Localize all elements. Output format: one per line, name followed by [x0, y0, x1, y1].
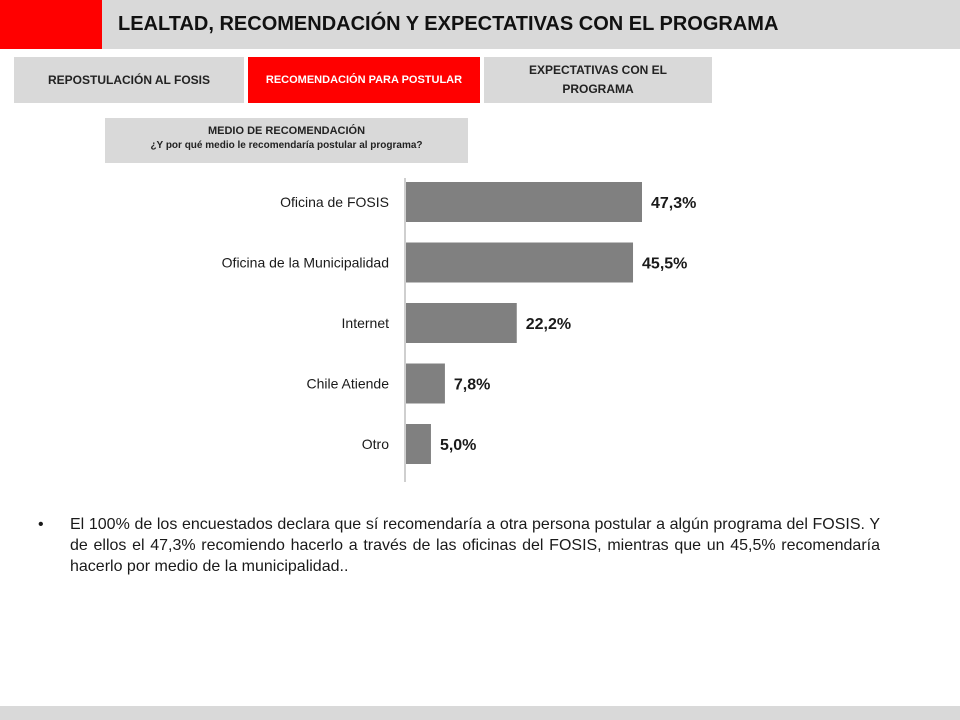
bar-3: [406, 363, 445, 404]
tab-recomendacion-label: RECOMENDACIÓN PARA POSTULAR: [265, 73, 463, 86]
bar-2: [406, 303, 517, 343]
bullet-marker: •: [38, 516, 44, 533]
tab-repostulacion[interactable]: REPOSTULACIÓN AL FOSIS: [14, 57, 244, 103]
header-accent-block: [0, 0, 102, 49]
value-label-0: 47,3%: [651, 195, 696, 212]
tab-expectativas-label: EXPECTATIVAS CON EL PROGRAMA: [528, 63, 667, 96]
section-question: ¿Y por qué medio le recomendaría postula…: [150, 140, 423, 151]
page-title: LEALTAD, RECOMENDACIÓN Y EXPECTATIVAS CO…: [118, 13, 779, 35]
category-label-1: Oficina de la Municipalidad: [222, 255, 389, 271]
tab-recomendacion[interactable]: RECOMENDACIÓN PARA POSTULAR: [248, 57, 480, 103]
category-label-2: Internet: [342, 315, 390, 331]
value-label-3: 7,8%: [454, 377, 490, 394]
header-bar: [0, 0, 960, 49]
category-label-4: Otro: [362, 436, 389, 452]
category-label-3: Chile Atiende: [306, 376, 389, 392]
tab-repostulacion-label: REPOSTULACIÓN AL FOSIS: [47, 73, 210, 87]
bar-chart: Oficina de FOSIS 47,3% Oficina de la Munic…: [222, 178, 696, 482]
category-label-0: Oficina de FOSIS: [280, 194, 389, 210]
bar-0: [406, 182, 642, 222]
bar-4: [406, 424, 431, 464]
value-label-1: 45,5%: [642, 256, 687, 273]
bar-1: [406, 242, 634, 283]
section-title: MEDIO DE RECOMENDACIÓN: [207, 125, 366, 137]
section-header: MEDIO DE RECOMENDACIÓN ¿Y por qué medio …: [105, 118, 468, 163]
footer-bar: [0, 706, 960, 720]
summary-text: El 100% de los encuestados declara que s…: [70, 516, 880, 575]
value-label-2: 22,2%: [526, 316, 571, 333]
value-label-4: 5,0%: [440, 437, 476, 454]
tab-expectativas[interactable]: EXPECTATIVAS CON EL PROGRAMA: [484, 57, 712, 103]
